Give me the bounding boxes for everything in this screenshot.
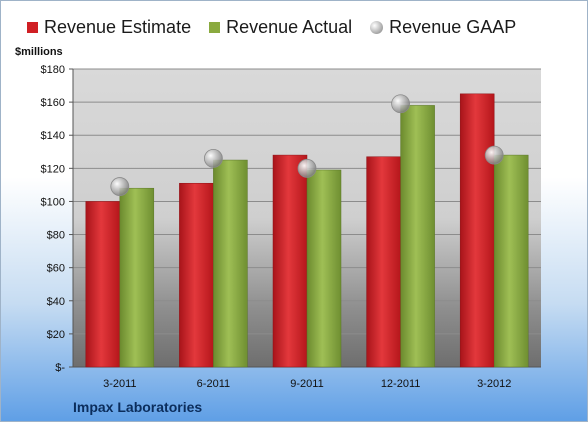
- legend-label-gaap: Revenue GAAP: [389, 17, 517, 37]
- y-tick-label: $100: [41, 196, 65, 208]
- y-tick-label: $-: [55, 362, 65, 374]
- point-revenue-gaap: [203, 148, 223, 168]
- x-tick-label: 6-2011: [197, 378, 230, 390]
- bar-revenue-actual: [400, 105, 435, 368]
- bar-revenue-estimate: [272, 154, 308, 368]
- legend-swatch-actual: [209, 22, 221, 33]
- bar-revenue-actual: [119, 187, 155, 368]
- legend-marker-gaap: [370, 21, 384, 34]
- y-axis-unit-label: $millions: [15, 46, 63, 58]
- bar-revenue-estimate: [85, 201, 121, 368]
- y-tick-label: $120: [41, 163, 65, 175]
- legend-item-estimate: Revenue Estimate: [27, 17, 191, 38]
- bar-revenue-estimate: [459, 93, 495, 368]
- legend-swatch-estimate: [27, 22, 38, 33]
- y-tick-label: $180: [41, 64, 65, 76]
- bar-revenue-actual: [306, 169, 342, 368]
- legend-label-actual: Revenue Actual: [226, 17, 353, 37]
- x-tick-label: 3-2012: [477, 378, 511, 390]
- y-tick-label: $40: [47, 296, 65, 308]
- point-revenue-gaap: [110, 177, 130, 196]
- bar-revenue-actual: [493, 154, 529, 368]
- y-tick-label: $140: [41, 130, 65, 142]
- x-tick-label: 3-2011: [103, 378, 136, 390]
- bar-revenue-estimate: [179, 182, 214, 368]
- y-tick-label: $20: [47, 329, 65, 341]
- legend: Revenue Estimate Revenue Actual Revenue …: [27, 17, 516, 38]
- y-tick-label: $80: [47, 230, 65, 242]
- legend-item-gaap: Revenue GAAP: [370, 17, 516, 38]
- legend-label-estimate: Revenue Estimate: [44, 17, 192, 37]
- bar-revenue-actual: [213, 159, 248, 368]
- company-name: Impax Laboratories: [73, 399, 203, 415]
- x-tick-label: 12-2011: [381, 378, 421, 390]
- legend-item-actual: Revenue Actual: [209, 17, 352, 38]
- point-revenue-gaap: [391, 94, 411, 114]
- point-revenue-gaap: [297, 158, 317, 178]
- x-tick-label: 9-2011: [290, 378, 323, 390]
- y-tick-label: $160: [41, 97, 65, 109]
- y-tick-label: $60: [47, 263, 65, 275]
- point-revenue-gaap: [484, 145, 504, 165]
- bar-revenue-estimate: [366, 156, 401, 368]
